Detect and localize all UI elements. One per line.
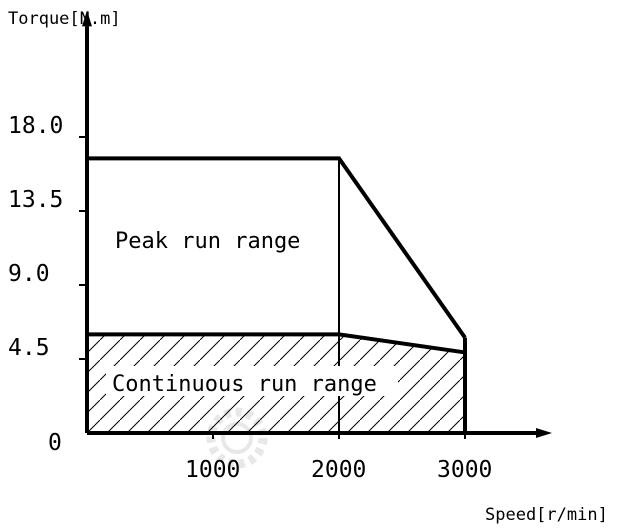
y-tick-label: 18.0 (8, 113, 63, 139)
x-axis-title: Speed[r/min] (485, 505, 608, 525)
y-tick-label: 0 (48, 430, 62, 456)
peak-run-range-label: Peak run range (115, 229, 300, 254)
continuous-label-background (106, 366, 398, 396)
y-tick-label: 9.0 (8, 261, 50, 287)
x-axis-arrow-icon (536, 428, 552, 438)
x-tick-label: 3000 (437, 457, 492, 483)
y-tick-label: 4.5 (8, 335, 50, 361)
continuous-torque-line (87, 332, 466, 355)
y-axis-title: Torque[N.m] (8, 9, 121, 29)
peak-torque-line (87, 156, 467, 339)
x-tick-label: 2000 (311, 457, 366, 483)
y-axis-arrow-icon (82, 10, 92, 27)
continuous-run-range-label: Continuous run range (112, 372, 377, 397)
y-tick-label: 13.5 (8, 187, 63, 213)
x-tick-label: 1000 (185, 457, 240, 483)
